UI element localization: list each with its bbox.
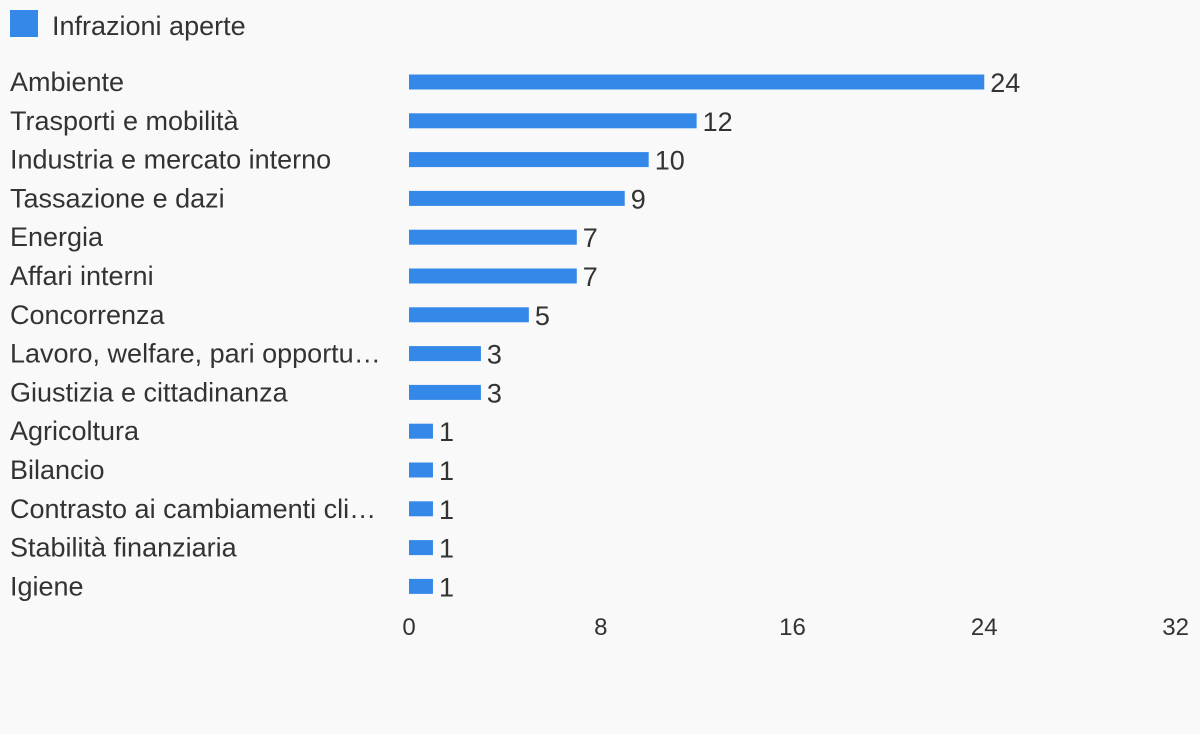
bar bbox=[409, 190, 625, 206]
bar bbox=[409, 578, 433, 594]
data-label: 7 bbox=[583, 223, 598, 253]
data-label: 5 bbox=[535, 301, 550, 331]
legend-swatch bbox=[10, 10, 38, 37]
data-label: 3 bbox=[487, 340, 502, 370]
plot-area: Ambiente 24 Trasporti e mobilità 12 Industri… bbox=[10, 67, 1189, 641]
bar bbox=[409, 540, 433, 556]
category-label: Concorrenza bbox=[10, 300, 166, 330]
legend: Infrazioni aperte bbox=[10, 10, 246, 41]
data-label: 1 bbox=[439, 495, 454, 525]
category-label: Giustizia e cittadinanza bbox=[10, 377, 289, 407]
category-label: Tassazione e dazi bbox=[10, 183, 225, 213]
data-label: 12 bbox=[703, 107, 733, 137]
data-label: 9 bbox=[631, 184, 646, 214]
category-label: Energia bbox=[10, 222, 104, 252]
x-tick-label: 32 bbox=[1162, 614, 1189, 641]
x-tick-label: 16 bbox=[779, 614, 806, 641]
bar bbox=[409, 462, 433, 478]
bar bbox=[409, 229, 577, 245]
bar bbox=[409, 423, 433, 439]
bar bbox=[409, 152, 649, 168]
data-label: 3 bbox=[487, 378, 502, 408]
bar bbox=[409, 307, 529, 323]
data-label: 1 bbox=[439, 417, 454, 447]
bar bbox=[409, 268, 577, 284]
category-label: Igiene bbox=[10, 571, 84, 601]
data-label: 24 bbox=[990, 68, 1020, 98]
category-label: Bilancio bbox=[10, 455, 105, 485]
x-tick-label: 8 bbox=[594, 614, 607, 641]
bar bbox=[409, 74, 985, 90]
category-label: Trasporti e mobilità bbox=[10, 106, 240, 136]
data-label: 1 bbox=[439, 534, 454, 564]
data-label: 1 bbox=[439, 572, 454, 602]
category-label: Lavoro, welfare, pari opportu… bbox=[10, 339, 381, 369]
x-tick-label: 24 bbox=[971, 614, 998, 641]
legend-label: Infrazioni aperte bbox=[52, 11, 246, 41]
data-label: 1 bbox=[439, 456, 454, 486]
data-label: 10 bbox=[655, 146, 685, 176]
bar bbox=[409, 346, 481, 362]
bar bbox=[409, 384, 481, 400]
category-label: Stabilità finanziaria bbox=[10, 533, 238, 563]
data-label: 7 bbox=[583, 262, 598, 292]
category-label: Industria e mercato interno bbox=[10, 145, 331, 175]
category-label: Ambiente bbox=[10, 67, 124, 97]
bar bbox=[409, 501, 433, 517]
x-tick-label: 0 bbox=[402, 614, 415, 641]
category-label: Contrasto ai cambiamenti cli… bbox=[10, 494, 376, 524]
category-label: Affari interni bbox=[10, 261, 154, 291]
bar bbox=[409, 113, 697, 129]
category-label: Agricoltura bbox=[10, 416, 140, 446]
